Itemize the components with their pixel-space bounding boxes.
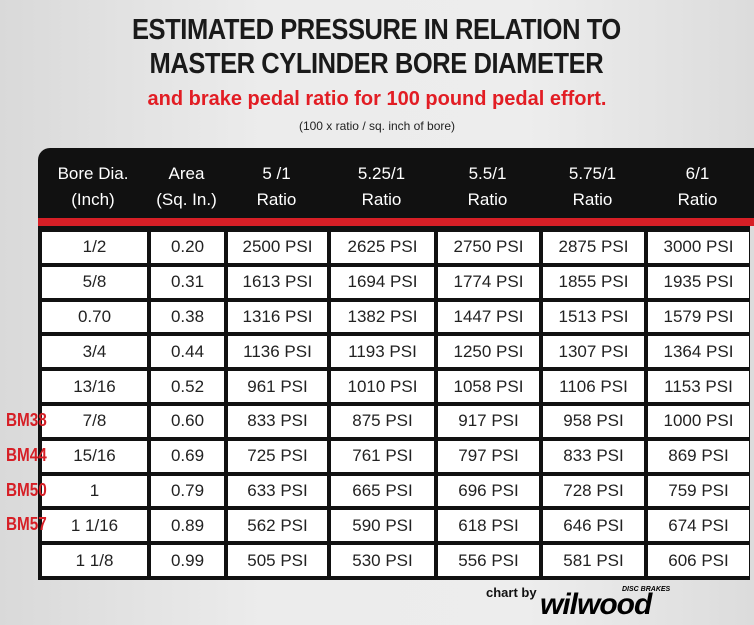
column-header: 5.5/1 xyxy=(468,164,507,183)
table-cell: 1153 PSI xyxy=(648,371,749,402)
table-cell: 530 PSI xyxy=(331,545,434,576)
title-line: MASTER CYLINDER BORE DIAMETER xyxy=(149,48,604,80)
table-cell: 581 PSI xyxy=(543,545,644,576)
table-cell: 759 PSI xyxy=(648,475,749,507)
table-cell: 1000 PSI xyxy=(648,406,749,437)
column-header: Ratio xyxy=(361,190,402,209)
note: (100 x ratio / sq. inch of bore) xyxy=(298,119,456,133)
column-header: (Inch) xyxy=(71,190,115,209)
credit: chart by xyxy=(486,585,537,600)
table-cell: 3/4 xyxy=(42,336,147,368)
table-cell: 618 PSI xyxy=(438,510,539,542)
table-cell: 0.89 xyxy=(151,510,224,542)
table-cell: 1307 PSI xyxy=(543,336,644,368)
table-cell: 1364 PSI xyxy=(648,336,749,368)
column-header: 6/1 xyxy=(685,164,710,183)
column-header: Area xyxy=(168,164,205,183)
table-cell: 833 PSI xyxy=(543,440,644,472)
table-cell: 0.99 xyxy=(151,545,224,576)
table-cell: 1136 PSI xyxy=(228,336,327,368)
table-cell: 590 PSI xyxy=(331,510,434,542)
table-cell: 5/8 xyxy=(42,266,147,298)
column-header: Ratio xyxy=(256,190,297,209)
table-cell: 1/2 xyxy=(42,232,147,263)
table-cell: 961 PSI xyxy=(228,371,327,402)
table-cell: 0.38 xyxy=(151,301,224,333)
table-cell: 1 1/16 xyxy=(42,510,147,542)
table-cell: 2625 PSI xyxy=(331,232,434,263)
table-cell: 674 PSI xyxy=(648,510,749,542)
column-header: (Sq. In.) xyxy=(156,190,217,209)
table-cell: 1 1/8 xyxy=(42,545,147,576)
table-cell: 1106 PSI xyxy=(543,371,644,402)
column-header: Ratio xyxy=(677,190,718,209)
column-header: 5.25/1 xyxy=(357,164,406,183)
table-cell: 3000 PSI xyxy=(648,232,749,263)
table-cell: 633 PSI xyxy=(228,475,327,507)
table-cell: 0.52 xyxy=(151,371,224,402)
table-cell: 761 PSI xyxy=(331,440,434,472)
model-tag: BM50 xyxy=(6,479,47,500)
table-cell: 665 PSI xyxy=(331,475,434,507)
table-cell: 1579 PSI xyxy=(648,301,749,333)
table-cell: 1613 PSI xyxy=(228,266,327,298)
brand-sub: DISC BRAKES xyxy=(622,586,671,593)
table-cell: 505 PSI xyxy=(228,545,327,576)
column-header: Ratio xyxy=(467,190,508,209)
table-cell: 15/16 xyxy=(42,440,147,472)
table-cell: 13/16 xyxy=(42,371,147,402)
header-rule xyxy=(38,218,754,226)
table-cell: 725 PSI xyxy=(228,440,327,472)
table-cell: 0.20 xyxy=(151,232,224,263)
table-cell: 0.70 xyxy=(42,301,147,333)
table-cell: 1316 PSI xyxy=(228,301,327,333)
table-cell: 606 PSI xyxy=(648,545,749,576)
table-cell: 1250 PSI xyxy=(438,336,539,368)
table-cell: 2875 PSI xyxy=(543,232,644,263)
table-cell: 728 PSI xyxy=(543,475,644,507)
table-cell: 2500 PSI xyxy=(228,232,327,263)
model-tag: BM38 xyxy=(6,410,47,430)
table-cell: 1513 PSI xyxy=(543,301,644,333)
table-cell: 556 PSI xyxy=(438,545,539,576)
table-cell: 696 PSI xyxy=(438,475,539,507)
table-cell: 7/8 xyxy=(42,406,147,437)
table-cell: 562 PSI xyxy=(228,510,327,542)
table-cell: 0.69 xyxy=(151,440,224,472)
table-cell: 0.60 xyxy=(151,406,224,437)
column-header: 5.75/1 xyxy=(568,164,617,183)
table-cell: 869 PSI xyxy=(648,440,749,472)
table-header-bg xyxy=(38,148,754,220)
table-cell: 917 PSI xyxy=(438,406,539,437)
table-cell: 958 PSI xyxy=(543,406,644,437)
table-cell: 1774 PSI xyxy=(438,266,539,298)
column-header: Bore Dia. xyxy=(57,164,129,183)
column-header: Ratio xyxy=(572,190,613,209)
table-cell: 1 xyxy=(42,475,147,507)
table-cell: 0.79 xyxy=(151,475,224,507)
title-line: ESTIMATED PRESSURE IN RELATION TO xyxy=(131,14,621,46)
table-cell: 1058 PSI xyxy=(438,371,539,402)
table-cell: 875 PSI xyxy=(331,406,434,437)
table-cell: 1193 PSI xyxy=(331,336,434,368)
table-cell: 646 PSI xyxy=(543,510,644,542)
subtitle: and brake pedal ratio for 100 pound peda… xyxy=(147,88,607,110)
table-cell: 1382 PSI xyxy=(331,301,434,333)
table-cell: 833 PSI xyxy=(228,406,327,437)
model-tag: BM44 xyxy=(6,444,47,465)
column-header: 5 /1 xyxy=(262,164,291,183)
model-tag: BM57 xyxy=(6,514,47,535)
table-cell: 0.44 xyxy=(151,336,224,368)
table-cell: 1010 PSI xyxy=(331,371,434,402)
table-cell: 1694 PSI xyxy=(331,266,434,298)
table-cell: 797 PSI xyxy=(438,440,539,472)
table-cell: 0.31 xyxy=(151,266,224,298)
table-cell: 1855 PSI xyxy=(543,266,644,298)
table-cell: 1935 PSI xyxy=(648,266,749,298)
brand-logo: wilwood xyxy=(540,588,652,621)
table-cell: 1447 PSI xyxy=(438,301,539,333)
table-cell: 2750 PSI xyxy=(438,232,539,263)
